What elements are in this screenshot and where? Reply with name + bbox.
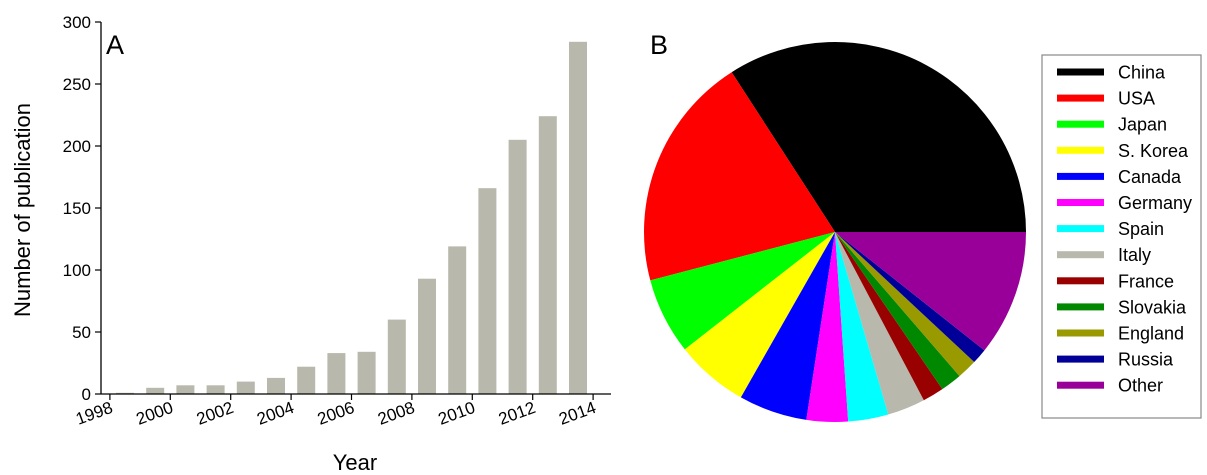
bar-2007 [387, 319, 406, 394]
legend-label: S. Korea [1118, 141, 1189, 161]
legend-label: Spain [1118, 219, 1164, 239]
bar-2003 [267, 377, 285, 394]
bar-chart-panel: A 0 50 100 150 200 250 300 1998 2000 2002 2004 200… [10, 13, 611, 475]
legend-swatch [1057, 146, 1104, 154]
legend-swatch [1057, 172, 1104, 180]
pie-slice-other [835, 232, 1026, 351]
x-tick-label: 2010 [436, 398, 478, 429]
bar-2004 [297, 366, 316, 394]
legend-label: Slovakia [1118, 297, 1187, 317]
legend-label: Germany [1118, 193, 1192, 213]
pie-slice-germany [806, 232, 849, 423]
legend: China USA Japan S. Korea Canada Germany Spain I… [1057, 63, 1192, 396]
pie-slice-china [731, 42, 1026, 232]
x-tick-label: 2000 [134, 398, 176, 429]
bar-2012 [538, 116, 557, 394]
x-tick-label: 2006 [315, 398, 357, 429]
legend-label: England [1118, 324, 1184, 344]
legend-swatch [1057, 329, 1104, 337]
y-tick-label: 50 [72, 323, 91, 342]
x-tick-label: 2004 [254, 398, 296, 429]
y-tick-label: 0 [82, 385, 91, 404]
legend-swatch [1057, 94, 1104, 102]
legend-swatch [1057, 277, 1104, 285]
y-tick-label: 250 [63, 75, 91, 94]
bar-series [116, 41, 587, 395]
pie-slice-canada [740, 232, 835, 420]
legend-swatch [1057, 381, 1104, 389]
x-tick-label: 2014 [556, 398, 598, 429]
legend-label: Canada [1118, 167, 1182, 187]
pie-slice-russia [835, 232, 985, 363]
y-tick-label: 150 [63, 199, 91, 218]
pie-slice-england [835, 232, 975, 377]
legend-swatch [1057, 303, 1104, 311]
pie-slice-france [835, 232, 943, 401]
legend-swatch [1057, 355, 1104, 363]
bar-2010 [478, 188, 497, 394]
pie-slices [643, 42, 1026, 423]
pie-slice-s-korea [684, 232, 835, 398]
bar-2000 [176, 385, 195, 394]
pie-slice-spain [835, 232, 889, 422]
legend-swatch [1057, 120, 1104, 128]
x-tick-label: 2008 [375, 398, 417, 429]
bar-2011 [508, 139, 527, 394]
y-tick-label: 100 [63, 261, 91, 280]
legend-label: Japan [1118, 115, 1167, 135]
y-tick-label: 300 [63, 13, 91, 32]
legend-swatch [1057, 251, 1104, 259]
legend-label: China [1118, 63, 1166, 83]
legend-label: Russia [1118, 350, 1174, 370]
bar-2002 [236, 381, 255, 394]
pie-slice-japan [650, 232, 835, 350]
panel-a-label: A [106, 30, 124, 60]
y-axis-title: Number of publication [10, 103, 35, 317]
bar-2006 [357, 351, 376, 394]
bar-1999 [146, 387, 165, 394]
pie-slice-slovakia [835, 232, 960, 390]
x-tick-label: 2002 [194, 398, 236, 429]
bar-2013 [569, 41, 587, 395]
panel-b-label: B [650, 30, 668, 60]
pie-slice-usa [643, 72, 835, 281]
x-tick-label: 2012 [496, 398, 538, 429]
legend-label: USA [1118, 89, 1155, 109]
y-axis-ticks: 0 50 100 150 200 250 300 [63, 13, 101, 404]
legend-label: Other [1118, 376, 1163, 396]
legend-swatch [1057, 68, 1104, 76]
pie-chart-panel: B China USA Japan S. Korea Canada Germany Spai… [643, 30, 1202, 423]
bar-2009 [448, 246, 467, 394]
x-axis-ticks: 1998 2000 2002 2004 2006 2008 2010 2012 2014 [73, 394, 598, 429]
legend-label: Italy [1118, 245, 1151, 265]
legend-swatch [1057, 199, 1104, 206]
pie-slice-italy [835, 232, 924, 415]
legend-swatch [1057, 225, 1104, 233]
y-tick-label: 200 [63, 137, 91, 156]
bar-2008 [418, 278, 436, 394]
x-axis-title: Year [333, 450, 377, 475]
bar-2005 [327, 353, 346, 394]
x-tick-label: 1998 [73, 398, 115, 429]
bar-2001 [206, 385, 225, 394]
legend-label: France [1118, 271, 1174, 291]
